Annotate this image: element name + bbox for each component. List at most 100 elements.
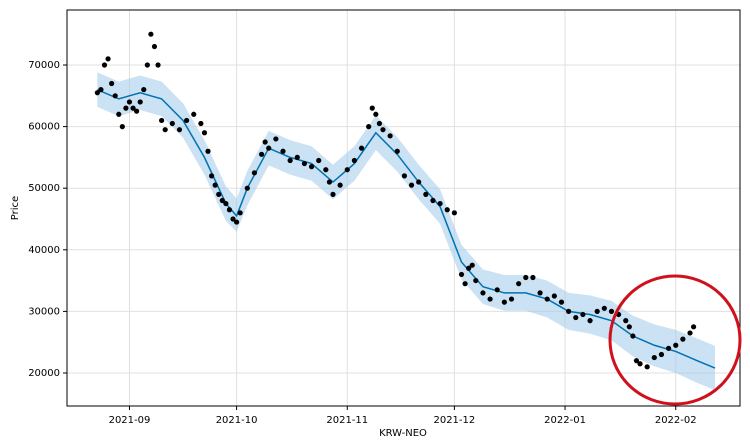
- observed-point: [644, 364, 650, 370]
- observed-point: [408, 182, 415, 188]
- observed-point: [580, 311, 586, 318]
- observed-point: [184, 117, 190, 124]
- observed-point: [159, 117, 165, 124]
- x-tick-label: 2021-09: [109, 415, 151, 426]
- observed-point: [687, 330, 693, 336]
- observed-point: [608, 308, 615, 314]
- x-tick-label: 2022-01: [544, 415, 586, 426]
- observed-point: [141, 87, 147, 93]
- observed-point: [523, 274, 529, 281]
- plot-area: [67, 10, 740, 406]
- y-tick-label: 60000: [28, 122, 60, 133]
- observed-point: [216, 191, 222, 197]
- observed-point: [137, 99, 143, 105]
- observed-point: [473, 277, 479, 284]
- observed-point: [112, 93, 118, 99]
- observed-point: [633, 358, 640, 364]
- observed-point: [623, 318, 629, 324]
- observed-point: [380, 127, 386, 133]
- observed-point: [469, 262, 475, 268]
- observed-point: [105, 56, 111, 62]
- highlight-circle: [608, 274, 742, 406]
- observed-point: [151, 43, 158, 50]
- observed-point: [508, 296, 515, 302]
- observed-point: [573, 314, 579, 321]
- observed-point: [376, 120, 383, 127]
- observed-point: [387, 133, 393, 139]
- observed-point: [258, 151, 265, 157]
- observed-point: [587, 318, 593, 324]
- observed-point: [116, 111, 122, 117]
- observed-point: [369, 105, 375, 111]
- observed-point: [244, 185, 250, 191]
- observed-point: [344, 167, 350, 173]
- observed-point: [401, 173, 407, 179]
- observed-point: [416, 179, 422, 185]
- observed-point: [651, 354, 657, 361]
- observed-point: [233, 219, 240, 225]
- observed-point: [466, 265, 472, 271]
- observed-point: [230, 216, 236, 222]
- observed-point: [551, 293, 557, 299]
- observed-point: [462, 281, 468, 287]
- observed-point: [626, 324, 632, 330]
- observed-point: [287, 157, 293, 164]
- observed-point: [544, 296, 550, 302]
- observed-point: [630, 333, 636, 339]
- observed-point: [673, 342, 679, 348]
- y-tick-label: 20000: [28, 368, 60, 379]
- observed-point: [594, 308, 600, 314]
- observed-point: [223, 200, 229, 207]
- observed-point: [262, 139, 268, 145]
- observed-point: [251, 170, 258, 176]
- observed-point: [516, 281, 522, 287]
- observed-point: [301, 160, 308, 167]
- observed-point: [601, 305, 607, 311]
- observed-point: [148, 31, 154, 37]
- observed-point: [266, 145, 272, 151]
- uncertainty-band: [97, 72, 716, 391]
- observed-point: [144, 62, 150, 68]
- observed-point: [119, 124, 125, 130]
- observed-point: [198, 120, 204, 127]
- observed-point: [373, 111, 379, 117]
- observed-point: [155, 62, 161, 68]
- x-tick-label: 2021-12: [433, 415, 475, 426]
- observed-point: [126, 99, 133, 105]
- observed-point: [208, 173, 215, 179]
- observed-point: [130, 105, 136, 111]
- observed-point: [273, 136, 279, 142]
- observed-point: [176, 127, 183, 133]
- observed-point: [358, 145, 365, 151]
- observed-point: [219, 197, 225, 204]
- observed-point: [134, 108, 140, 114]
- observed-point: [101, 62, 108, 68]
- observed-point: [690, 324, 697, 330]
- y-tick-label: 50000: [28, 183, 60, 194]
- observed-point: [94, 90, 100, 96]
- observed-point: [451, 210, 457, 216]
- observed-point: [212, 182, 218, 188]
- observed-point: [351, 157, 358, 164]
- x-tick-label: 2022-02: [655, 415, 697, 426]
- observed-point: [326, 179, 333, 185]
- observed-point: [226, 207, 233, 213]
- observed-point: [337, 182, 343, 188]
- observed-point: [123, 105, 129, 111]
- observed-point: [162, 127, 168, 133]
- y-tick-label: 30000: [28, 306, 60, 317]
- observed-point: [366, 124, 372, 130]
- y-tick-label: 70000: [28, 60, 60, 71]
- observed-point: [665, 345, 672, 351]
- observed-point: [530, 274, 536, 281]
- y-tick-label: 40000: [28, 245, 60, 256]
- observed-point: [205, 148, 211, 154]
- observed-point: [308, 164, 315, 170]
- observed-point: [323, 167, 329, 173]
- observed-point: [237, 210, 243, 216]
- observed-point: [501, 299, 507, 305]
- observed-point: [458, 271, 465, 278]
- observed-point: [98, 87, 104, 93]
